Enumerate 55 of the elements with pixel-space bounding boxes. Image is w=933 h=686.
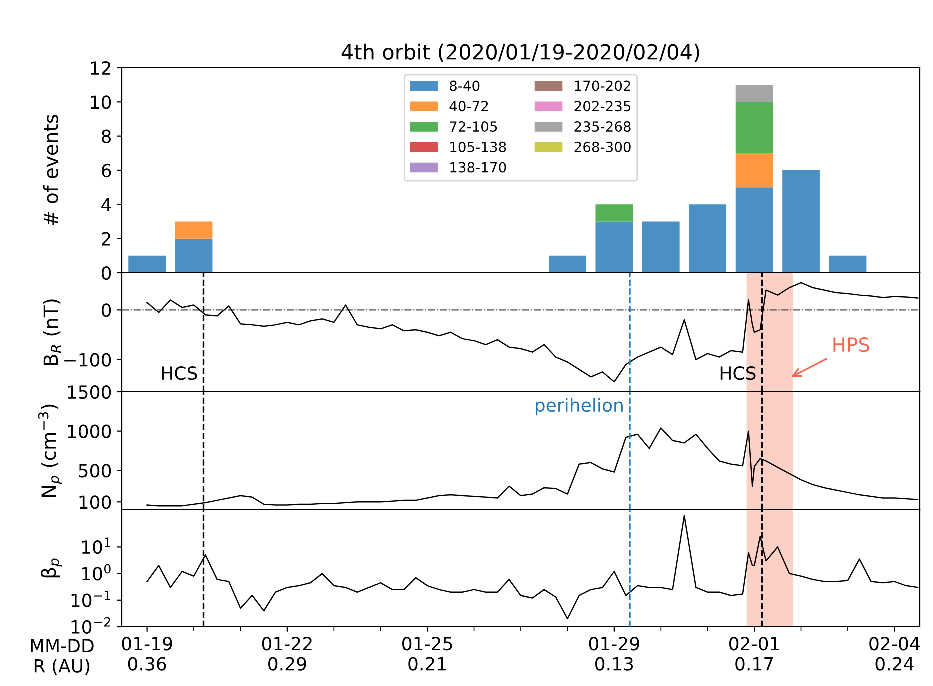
annotation: HPS (834, 338, 870, 352)
y-tick-label: 4 (102, 198, 112, 212)
y-tick-label: 6 (102, 164, 112, 178)
ref-line-label: HCS (162, 366, 198, 380)
y-tick-label: 0 (102, 266, 112, 280)
bar (689, 204, 727, 273)
x-tick-label: 01-25 0.21 (402, 637, 452, 671)
y-tick-label: 1500 (68, 385, 112, 400)
y-tick-label: −100 (64, 353, 112, 367)
bar (736, 153, 774, 188)
bar (642, 222, 680, 273)
y-tick-label: 100 (80, 496, 112, 510)
y-tick-label: 10$^{1}$ (82, 538, 111, 554)
y-tick-label: 8 (102, 130, 112, 144)
bar (829, 256, 867, 273)
bar (175, 238, 213, 273)
x-tick-label: 02-04 0.24 (870, 637, 920, 671)
x-tick-label: 01-22 0.29 (262, 637, 312, 671)
legend-label: 170-202 (575, 80, 630, 92)
ref-line-label: HCS (720, 366, 756, 380)
y-tick-label: 10$^{−2}$ (72, 617, 110, 634)
y-tick-label: 0 (102, 304, 112, 318)
x-tick-label: 01-29 0.13 (589, 637, 640, 671)
bar (782, 170, 820, 273)
bar (596, 204, 634, 222)
y-tick-label: 12 (91, 61, 110, 75)
legend-label: 40-72 (450, 101, 488, 112)
y-tick-label: 10 (91, 96, 112, 110)
ref-line-label: perihelion (536, 398, 623, 416)
bar (128, 256, 166, 273)
legend-label: 235-268 (574, 122, 631, 132)
y-tick-label: 1000 (68, 424, 112, 438)
y-axis-title: B$_{R}$ (nT) (43, 300, 62, 366)
bar (549, 256, 586, 273)
x-tick-label: 02-01 0.17 (730, 637, 780, 671)
y-axis-title: β$_{p}$ (41, 558, 62, 578)
bar (736, 85, 774, 102)
y-tick-label: 2 (102, 232, 110, 246)
legend-label: 105-138 (450, 142, 506, 152)
legend-label: 268-300 (574, 142, 631, 152)
y-tick-label: 10$^{0}$ (82, 564, 111, 581)
y-tick-label: 10$^{−1}$ (72, 591, 110, 608)
y-tick-label: 500 (79, 464, 112, 478)
legend-label: 72-105 (450, 122, 498, 132)
legend-label: 8-40 (450, 80, 480, 92)
y-axis-title: # of events (43, 114, 58, 226)
bar (736, 102, 774, 154)
x-axis-title: MM-DD R (AU) (31, 639, 94, 676)
bar (596, 222, 634, 273)
x-tick-label: 01-19 0.36 (122, 637, 172, 671)
bar (175, 222, 213, 239)
chart-title: 4th orbit (2020/01/19-2020/02/04) (342, 44, 700, 62)
legend-label: 138-170 (450, 162, 506, 173)
legend-label: 202-235 (574, 101, 631, 112)
y-axis-title: N$_{p}$ (cm$^{−3}$) (38, 404, 62, 498)
